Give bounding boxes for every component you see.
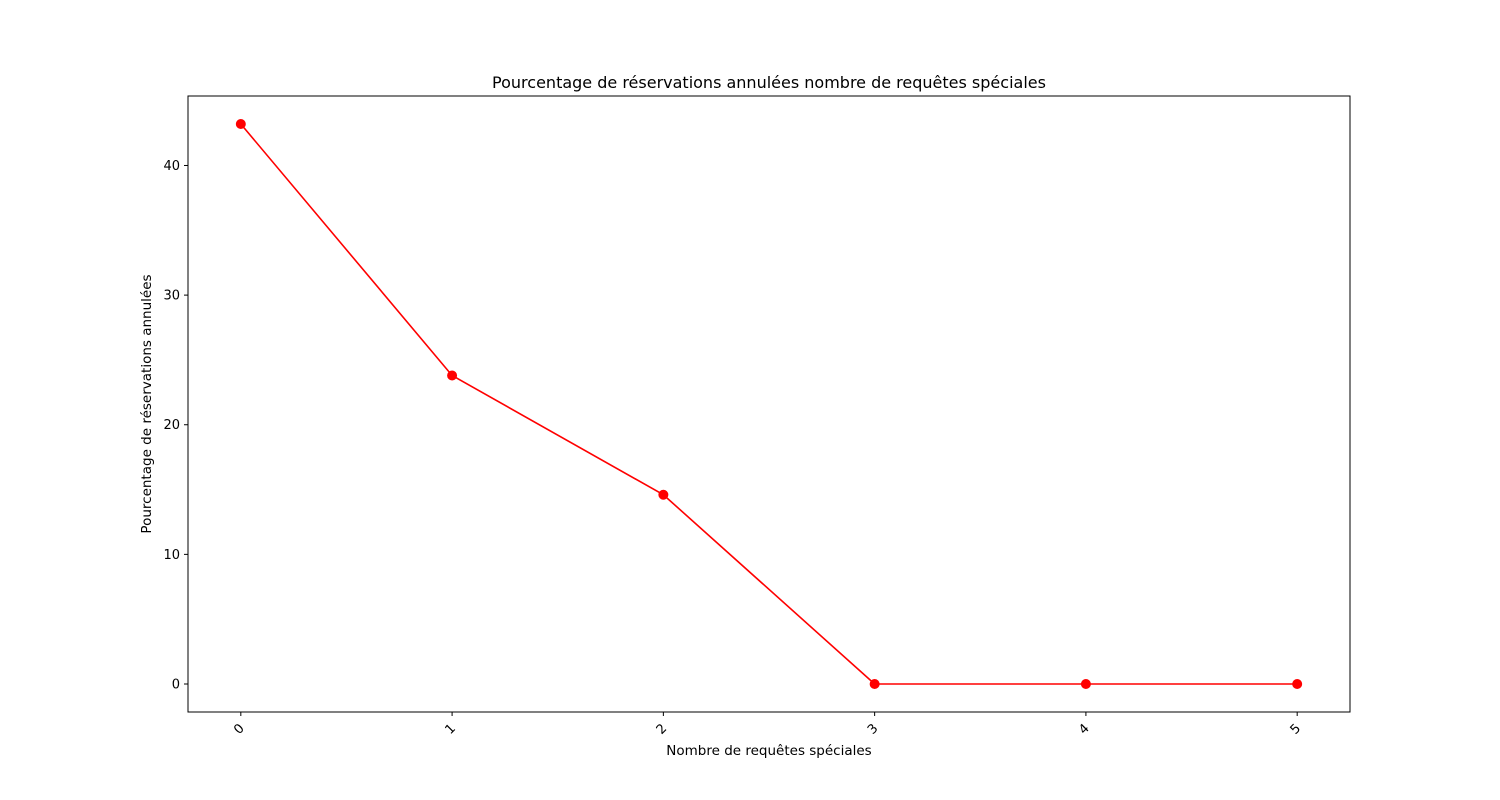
data-point	[1080, 679, 1091, 689]
series-line	[240, 123, 1298, 685]
y-axis-label: Pourcentage de réservations annulées	[139, 274, 155, 533]
data-point	[235, 119, 246, 129]
y-tick-label: 30	[163, 289, 180, 304]
data-point	[658, 489, 669, 500]
y-tick-label: 20	[163, 418, 180, 433]
y-tick-label: 0	[172, 678, 180, 693]
y-tick-label: 10	[163, 548, 180, 563]
chart-title: Pourcentage de réservations annulées nom…	[492, 73, 1046, 92]
data-point	[869, 679, 880, 689]
data-point	[447, 370, 458, 381]
data-point	[1292, 679, 1303, 689]
axes-frame	[187, 95, 1351, 713]
x-axis-label: Nombre de requêtes spéciales	[666, 743, 871, 759]
y-tick-label: 40	[163, 159, 180, 174]
